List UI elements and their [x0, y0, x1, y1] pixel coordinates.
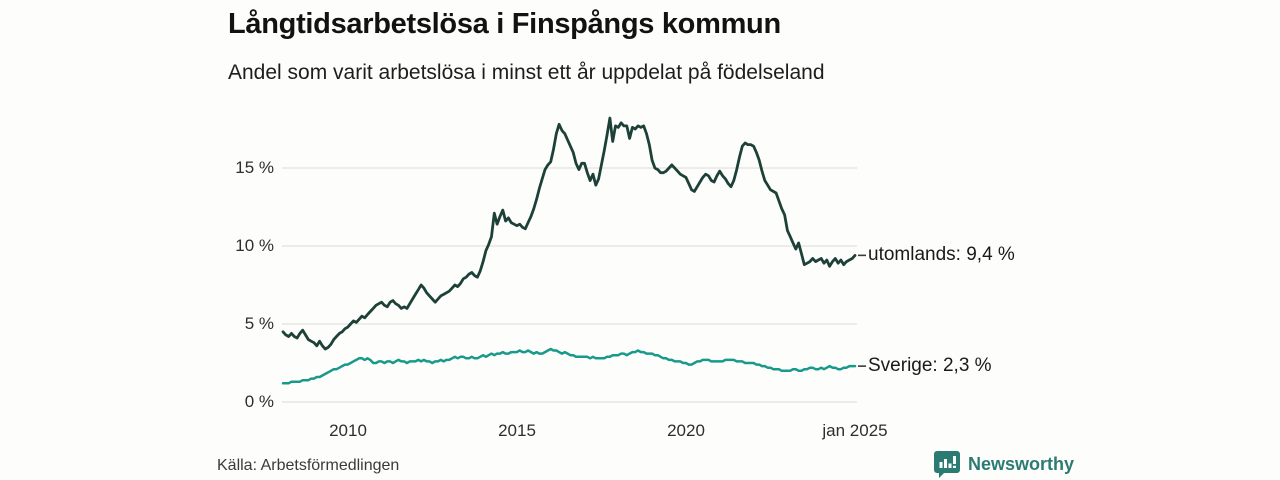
series-end-label-utomlands: utomlands: 9,4 %: [868, 244, 1015, 266]
page-title: Långtidsarbetslösa i Finspångs kommun: [228, 8, 781, 40]
series-line-sverige: [281, 347, 857, 385]
y-axis-tick-10: 10 %: [235, 236, 274, 255]
y-axis-tick-15: 15 %: [235, 158, 274, 177]
x-axis-tick-2010: 2010: [329, 421, 367, 440]
brand-logo[interactable]: Newsworthy: [934, 450, 1074, 478]
x-axis-tick-jan-2025: jan 2025: [822, 421, 888, 440]
brand-name: Newsworthy: [968, 453, 1075, 474]
x-axis-tick-2015: 2015: [498, 421, 536, 440]
y-axis-tick-5: 5 %: [244, 314, 274, 333]
series-line-utomlands: [281, 116, 857, 351]
chart-subtitle: Andel som varit arbetslösa i minst ett å…: [228, 61, 825, 84]
source-note: Källa: Arbetsförmedlingen: [217, 457, 400, 474]
x-axis-tick-2020: 2020: [667, 421, 705, 440]
series-end-label-sverige: Sverige: 2,3 %: [868, 355, 992, 377]
bar-chart-speech-bubble-icon: [934, 451, 960, 478]
y-axis-tick-0: 0 %: [244, 392, 274, 411]
